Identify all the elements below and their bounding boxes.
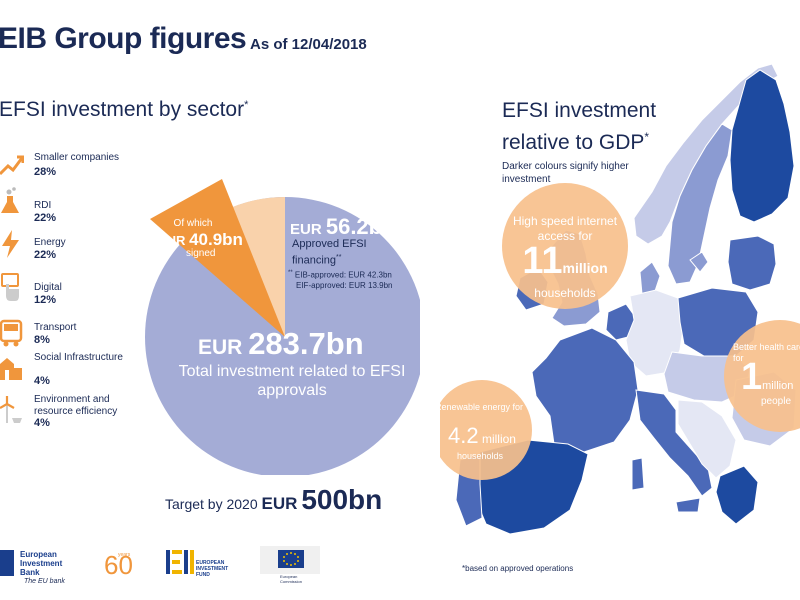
growth-chart-icon (0, 155, 24, 176)
approved-value: 56.2bn (325, 214, 396, 239)
bubble-internet-unit: million (562, 260, 608, 276)
map-gotland (689, 251, 709, 273)
eib-logo: European Investment Bank The EU bank (0, 546, 110, 586)
target-currency: EUR (261, 494, 298, 513)
flask-icon (1, 187, 19, 213)
sector-name: Environment and resource efficiency (34, 394, 118, 417)
gdp-heading-mark: * (644, 130, 650, 144)
footnote: *based on approved operations (462, 564, 574, 573)
map-greece (715, 465, 759, 525)
sector-heading-mark: * (244, 99, 249, 111)
map-france (531, 327, 639, 453)
sector-pct: 8% (34, 334, 50, 346)
bubble-healthcare-post: people (761, 396, 792, 407)
total-currency: EUR (198, 336, 243, 359)
total-value: 283.7bn (248, 326, 364, 361)
bubble-healthcare-pre: Better health care for (733, 342, 800, 363)
bubble-renewable-pre: Renewable energy for (434, 402, 524, 412)
eib-logo-text: European Investment Bank (20, 550, 63, 577)
eib-flag-icon (0, 550, 14, 576)
approved-currency: EUR (290, 221, 322, 238)
bubble-healthcare-unit: million (762, 380, 794, 392)
efsi-investment-pie (145, 179, 420, 475)
signed-currency: EUR (158, 233, 186, 248)
target-2020: Target by 2020 EUR 500bn (165, 484, 382, 516)
page-title: EIB Group figures (0, 22, 247, 55)
signed-post-label: signed (186, 248, 216, 259)
approved-label-text: Approved EFSI financing (292, 238, 367, 267)
sector-pct: 4% (34, 375, 50, 387)
sector-pct: 12% (34, 294, 57, 306)
approved-label: Approved EFSI financing** (292, 238, 402, 268)
approved-mark: ** (336, 254, 342, 261)
map-sardinia (631, 457, 645, 491)
lightning-icon (2, 230, 19, 258)
bubble-renewable-value: 4.2 million (432, 423, 532, 449)
sector-heading-text: EFSI investment by sector (0, 98, 245, 121)
gdp-heading: EFSI investment relative to GDP* (502, 98, 662, 156)
approved-breakdown: ** EIB-approved: EUR 42.3bn EIF-approved… (288, 268, 408, 291)
signed-pre-label: Of which (173, 218, 213, 229)
sector-name: Digital (34, 282, 62, 293)
breakdown-eif: EIF-approved: EUR 13.9bn (296, 280, 393, 290)
sector-heading: EFSI investment by sector* (0, 98, 248, 122)
europe-map (440, 63, 800, 535)
sector-name: RDI (34, 200, 52, 211)
sector-pct: 4% (34, 417, 50, 429)
bus-icon (0, 319, 23, 347)
total-amount: EUR 283.7bn (198, 326, 364, 362)
sector-name: Smaller companies (34, 152, 120, 163)
map-baltics (727, 235, 777, 291)
as-of-date: As of 12/04/2018 (250, 36, 367, 53)
bubble-renewable-unit: million (481, 432, 516, 446)
sector-pct: 28% (34, 166, 57, 178)
bubble-internet (502, 183, 628, 309)
target-value: 500bn (301, 484, 383, 515)
map-italy (635, 389, 713, 497)
anniversary-word: years (118, 552, 131, 558)
bubble-internet-pre: High speed internet access for (512, 214, 618, 243)
map-sicily (675, 497, 701, 513)
breakdown-mark: ** (288, 270, 293, 276)
sector-pct: 22% (34, 249, 57, 261)
total-label: Total investment related to EFSI approva… (178, 363, 406, 399)
sector-name: Transport (34, 322, 77, 333)
bubble-healthcare-number: 1 (741, 356, 763, 398)
sector-name: Energy (34, 237, 66, 248)
bubble-renewable-number: 4.2 (448, 423, 479, 448)
bubble-internet-number: 11 (522, 240, 563, 282)
eif-mark-icon (166, 550, 194, 574)
pie-signed-slice (150, 179, 285, 337)
bubble-healthcare-value: 1million (741, 356, 800, 399)
map-finland (729, 69, 795, 223)
buildings-icon (0, 358, 22, 380)
european-commission-logo: European Commission (260, 546, 320, 588)
bubble-renewable (440, 380, 532, 480)
map-denmark (639, 261, 661, 295)
signed-value: 40.9bn (189, 230, 243, 249)
signed-amount: EUR 40.9bn (158, 230, 258, 250)
gdp-subheading: Darker colours signify higher investment (502, 161, 629, 185)
eif-logo: EUROPEAN INVESTMENT FUND (166, 548, 246, 588)
bubble-internet-post: households (534, 286, 596, 300)
target-pre: Target by 2020 (165, 496, 258, 512)
touch-hand-icon (1, 273, 19, 301)
approved-amount: EUR 56.2bn (290, 214, 396, 240)
bubble-internet-value: 11million (506, 240, 624, 283)
anniversary-60-logo: 60 years (104, 550, 133, 580)
ec-flag-icon (260, 546, 320, 574)
breakdown-eib: EIB-approved: EUR 42.3bn (294, 270, 392, 280)
wind-turbine-icon (0, 396, 22, 423)
anniversary-number: 60 (104, 550, 133, 580)
bubble-healthcare (724, 320, 800, 432)
map-sweden (667, 123, 733, 285)
gdp-heading-text: EFSI investment relative to GDP (502, 99, 657, 154)
eif-logo-text: EUROPEAN INVESTMENT FUND (196, 560, 229, 578)
bubble-renewable-post: households (456, 451, 504, 461)
eib-tagline: The EU bank (24, 578, 65, 585)
sector-name: Social Infrastructure (34, 352, 123, 363)
ec-logo-text: European Commission (280, 574, 303, 584)
map-balkans (677, 399, 737, 479)
sector-pct: 22% (34, 212, 57, 224)
